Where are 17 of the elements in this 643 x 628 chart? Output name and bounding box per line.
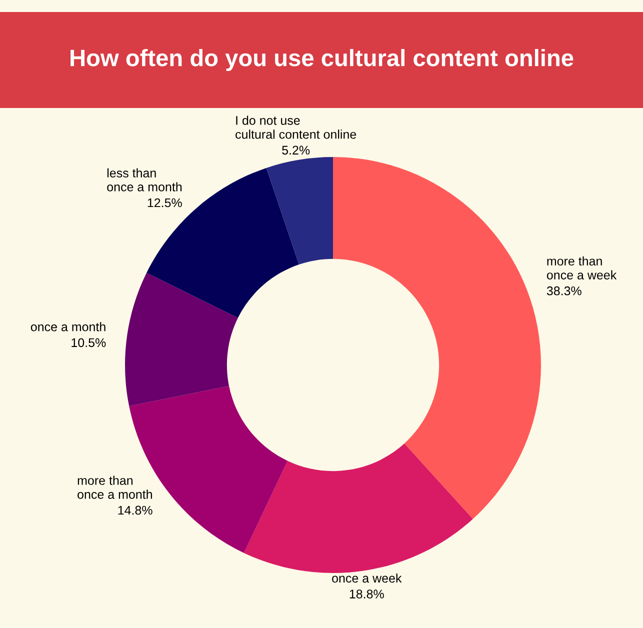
donut-slice: [125, 272, 238, 406]
slice-label: I do not use cultural content online: [236, 116, 356, 139]
slice-label: once a month: [30, 322, 106, 332]
data-label: 38.3%: [546, 286, 582, 296]
slice-label: more than once a month: [78, 476, 152, 499]
slice-label: more than once a week: [546, 256, 617, 280]
data-label: 14.8%: [118, 506, 152, 515]
donut-slice: [333, 157, 541, 519]
data-label: 18.8%: [350, 590, 384, 598]
donut-slice: [266, 157, 333, 265]
data-label: 10.5%: [72, 338, 106, 348]
slice-label: less than once a month: [107, 168, 182, 192]
donut-slice: [244, 444, 473, 573]
data-label: 5.2%: [282, 146, 310, 155]
chart-title: How often do you use cultural content online: [70, 48, 574, 72]
slice-label: once a week: [332, 573, 402, 583]
data-label: 12.5%: [148, 198, 182, 208]
